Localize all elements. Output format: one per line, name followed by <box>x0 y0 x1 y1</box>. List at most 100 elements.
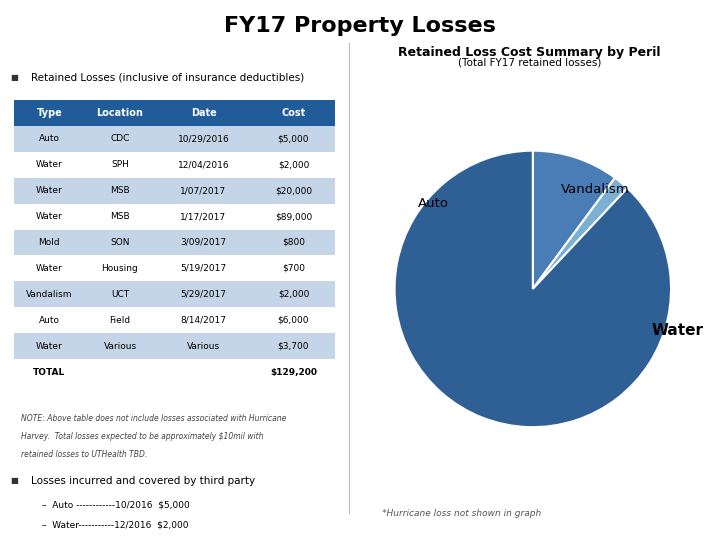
Text: Vandalism: Vandalism <box>561 183 629 196</box>
FancyBboxPatch shape <box>156 255 252 281</box>
Text: $89,000: $89,000 <box>275 212 312 221</box>
FancyBboxPatch shape <box>85 126 156 152</box>
FancyBboxPatch shape <box>85 178 156 204</box>
Text: MSB: MSB <box>110 212 130 221</box>
Text: 10/29/2016: 10/29/2016 <box>178 134 230 143</box>
Text: Losses incurred and covered by third party: Losses incurred and covered by third par… <box>32 476 256 486</box>
Text: $2,000: $2,000 <box>278 160 309 169</box>
Text: Date: Date <box>191 108 217 118</box>
FancyBboxPatch shape <box>252 255 336 281</box>
FancyBboxPatch shape <box>156 100 252 126</box>
Wedge shape <box>395 151 671 427</box>
Text: Housing: Housing <box>102 264 138 273</box>
Text: Various: Various <box>187 342 220 350</box>
FancyBboxPatch shape <box>156 230 252 255</box>
FancyBboxPatch shape <box>14 100 85 126</box>
Text: 1/17/2017: 1/17/2017 <box>181 212 227 221</box>
FancyBboxPatch shape <box>252 204 336 230</box>
Text: Cost: Cost <box>282 108 305 118</box>
Text: Water: Water <box>36 342 63 350</box>
FancyBboxPatch shape <box>156 126 252 152</box>
Text: 12/04/2016: 12/04/2016 <box>178 160 230 169</box>
FancyBboxPatch shape <box>85 230 156 255</box>
FancyBboxPatch shape <box>14 126 85 152</box>
FancyBboxPatch shape <box>156 178 252 204</box>
Text: UCT: UCT <box>111 290 129 299</box>
Text: –  Auto ------------10/2016  $5,000: – Auto ------------10/2016 $5,000 <box>42 500 189 509</box>
FancyBboxPatch shape <box>14 307 85 333</box>
Text: Retained Losses (inclusive of insurance deductibles): Retained Losses (inclusive of insurance … <box>32 73 305 83</box>
FancyBboxPatch shape <box>85 307 156 333</box>
Text: 3/09/2017: 3/09/2017 <box>181 238 227 247</box>
Text: NOTE: Above table does not include losses associated with Hurricane: NOTE: Above table does not include losse… <box>21 414 287 423</box>
FancyBboxPatch shape <box>14 230 85 255</box>
FancyBboxPatch shape <box>85 333 156 359</box>
Text: 8/14/2017: 8/14/2017 <box>181 316 227 325</box>
FancyBboxPatch shape <box>156 152 252 178</box>
FancyBboxPatch shape <box>85 204 156 230</box>
FancyBboxPatch shape <box>252 333 336 359</box>
Text: Retained Loss Cost Summary by Peril: Retained Loss Cost Summary by Peril <box>398 46 660 59</box>
FancyBboxPatch shape <box>156 204 252 230</box>
Text: Field: Field <box>109 316 130 325</box>
Wedge shape <box>533 178 627 289</box>
Text: Water: Water <box>36 186 63 195</box>
Text: Mold: Mold <box>38 238 60 247</box>
Text: $800: $800 <box>282 238 305 247</box>
FancyBboxPatch shape <box>85 100 156 126</box>
Text: $2,000: $2,000 <box>278 290 309 299</box>
Text: TOTAL: TOTAL <box>33 368 66 376</box>
FancyBboxPatch shape <box>14 204 85 230</box>
Text: *Hurricane loss not shown in graph: *Hurricane loss not shown in graph <box>382 509 541 518</box>
FancyBboxPatch shape <box>156 333 252 359</box>
Text: ■: ■ <box>11 476 18 485</box>
Text: $6,000: $6,000 <box>278 316 309 325</box>
Text: Water: Water <box>36 212 63 221</box>
Text: (Total FY17 retained losses): (Total FY17 retained losses) <box>457 58 601 68</box>
Text: Location: Location <box>96 108 143 118</box>
Text: FY17 Property Losses: FY17 Property Losses <box>224 16 496 36</box>
Text: $700: $700 <box>282 264 305 273</box>
Text: Auto: Auto <box>39 316 60 325</box>
FancyBboxPatch shape <box>14 281 85 307</box>
FancyBboxPatch shape <box>252 359 336 385</box>
FancyBboxPatch shape <box>156 359 252 385</box>
Text: Auto: Auto <box>418 197 449 210</box>
FancyBboxPatch shape <box>252 281 336 307</box>
Text: $20,000: $20,000 <box>275 186 312 195</box>
FancyBboxPatch shape <box>85 255 156 281</box>
Text: SON: SON <box>110 238 130 247</box>
Text: Water: Water <box>36 264 63 273</box>
FancyBboxPatch shape <box>14 178 85 204</box>
Text: 1/07/2017: 1/07/2017 <box>181 186 227 195</box>
FancyBboxPatch shape <box>252 307 336 333</box>
Text: Water: Water <box>652 323 704 338</box>
FancyBboxPatch shape <box>85 359 156 385</box>
FancyBboxPatch shape <box>14 255 85 281</box>
Text: Type: Type <box>37 108 62 118</box>
Text: Auto: Auto <box>39 134 60 143</box>
Text: Various: Various <box>104 342 137 350</box>
FancyBboxPatch shape <box>14 152 85 178</box>
FancyBboxPatch shape <box>14 333 85 359</box>
FancyBboxPatch shape <box>252 100 336 126</box>
Text: $3,700: $3,700 <box>278 342 309 350</box>
Text: retained losses to UTHealth TBD.: retained losses to UTHealth TBD. <box>21 450 147 460</box>
FancyBboxPatch shape <box>252 152 336 178</box>
FancyBboxPatch shape <box>252 178 336 204</box>
Text: 5/29/2017: 5/29/2017 <box>181 290 227 299</box>
Text: $129,200: $129,200 <box>270 368 317 376</box>
FancyBboxPatch shape <box>85 281 156 307</box>
Text: –  Water-----------12/2016  $2,000: – Water-----------12/2016 $2,000 <box>42 521 189 530</box>
Text: 5/19/2017: 5/19/2017 <box>181 264 227 273</box>
FancyBboxPatch shape <box>156 307 252 333</box>
FancyBboxPatch shape <box>252 230 336 255</box>
Text: ■: ■ <box>11 73 18 82</box>
Text: MSB: MSB <box>110 186 130 195</box>
FancyBboxPatch shape <box>156 281 252 307</box>
Text: Water: Water <box>36 160 63 169</box>
Text: $5,000: $5,000 <box>278 134 309 143</box>
FancyBboxPatch shape <box>252 126 336 152</box>
FancyBboxPatch shape <box>14 359 85 385</box>
Wedge shape <box>533 151 615 289</box>
